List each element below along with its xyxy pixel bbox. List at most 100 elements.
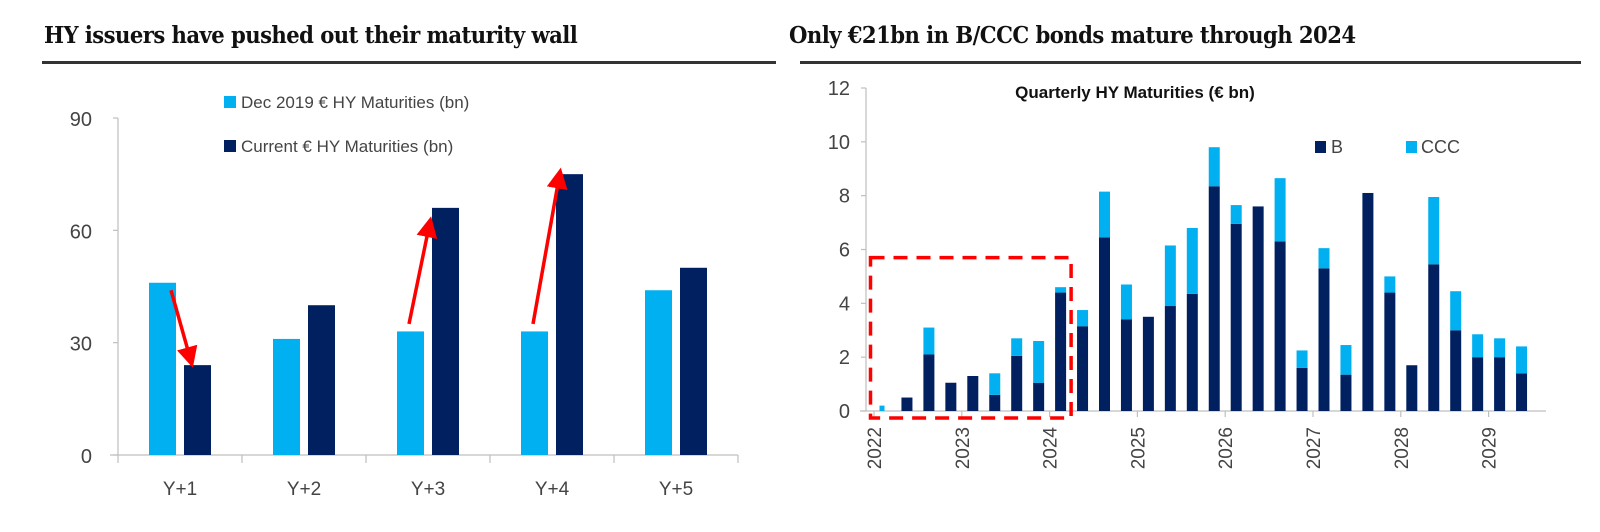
bar-b-2022Q4 [945,382,957,411]
bar-dec-2019 [397,331,424,455]
red-arrow-up [531,167,568,325]
bar-ccc-2028Q2 [1428,197,1440,265]
bar-ccc-2027Q2 [1340,345,1352,375]
bar-ccc-2026Q4 [1296,350,1308,368]
left-arrows [169,167,568,368]
bar-b-2026Q3 [1274,241,1286,411]
bar-b-2024Q2 [1077,326,1089,411]
legend-label-ccc: CCC [1421,137,1460,157]
bar-ccc-2024Q1 [1055,287,1067,293]
bar-b-2028Q3 [1450,330,1462,411]
bar-b-2028Q1 [1406,365,1418,411]
right-panel-title: Only €21bn in B/CCC bonds mature through… [789,22,1356,49]
bar-ccc-2026Q3 [1274,178,1286,242]
bar-b-2023Q3 [1011,355,1023,411]
bar-b-2029Q1 [1494,357,1506,411]
right-y-tick-label: 12 [828,78,850,100]
bar-dec-2019 [273,338,300,455]
right-x-tick-label: 2028 [1392,427,1413,469]
bar-ccc-2027Q4 [1384,276,1396,293]
bar-ccc-2023Q4 [1033,341,1045,383]
right-x-tick-label: 2023 [953,427,974,469]
bar-ccc-2024Q2 [1077,310,1089,327]
red-arrow-down [169,289,198,368]
legend-swatch-dec-2019 [224,96,236,108]
bar-b-2029Q2 [1516,373,1528,411]
bar-current [432,207,459,455]
legend-label-dec-2019: Dec 2019 € HY Maturities (bn) [241,93,469,112]
bar-b-2026Q4 [1296,367,1308,411]
bar-b-2025Q2 [1164,306,1176,411]
bar-ccc-2025Q3 [1186,227,1198,294]
bar-b-2023Q1 [967,376,979,411]
bar-dec-2019 [645,290,672,455]
left-legend: Dec 2019 € HY Maturities (bn) Current € … [224,93,469,156]
left-x-tick-label: Y+4 [535,479,570,500]
legend-label-b: B [1331,137,1343,157]
right-bars [879,147,1528,411]
legend-swatch-current [224,140,236,152]
right-x-tick-label: 2022 [865,427,886,469]
left-x-tick-label: Y+5 [659,479,693,500]
bar-b-2022Q2 [901,397,913,411]
bar-b-2024Q4 [1120,319,1132,411]
right-y-tick-label: 4 [839,293,850,315]
bar-ccc-2029Q2 [1516,346,1528,374]
bar-ccc-2025Q2 [1164,245,1176,307]
bar-b-2023Q2 [989,394,1001,411]
bar-ccc-2028Q4 [1472,334,1484,358]
legend-label-current: Current € HY Maturities (bn) [241,137,453,156]
bar-b-2027Q2 [1340,374,1352,411]
right-y-tick-label: 0 [839,401,850,423]
bar-b-2024Q3 [1099,237,1110,411]
bar-b-2027Q4 [1384,292,1396,411]
bar-b-2025Q4 [1208,186,1220,411]
bar-current [308,305,335,455]
bar-b-2028Q4 [1472,357,1484,411]
bar-ccc-2023Q3 [1011,338,1023,356]
right-x-tick-label: 2026 [1216,427,1237,469]
left-x-tick-label: Y+3 [411,479,445,500]
red-arrow-up [407,216,438,325]
bar-ccc-2023Q2 [989,373,1001,395]
left-maturity-wall-chart: 0 30 60 90 Y+1 Y+2 Y+3 Y+4 Y+5 Dec 2019 € HY Mat… [70,93,739,500]
highlight-box-through-2024 [868,255,1073,420]
bar-ccc-2022Q3 [923,327,935,355]
right-legend: B CCC [1315,137,1460,157]
bar-b-2028Q2 [1428,264,1440,411]
right-y-tick-label: 6 [839,240,850,262]
right-axes: 0 2 4 6 8 10 12 2022 2023 2024 2025 2026 2027 2028 202… [828,78,1546,469]
right-y-tick-label: 10 [828,132,850,154]
legend-swatch-ccc [1406,141,1417,153]
right-x-tick-label: 2025 [1128,427,1149,469]
bar-ccc-2028Q3 [1450,291,1462,331]
bar-b-2027Q1 [1318,268,1330,411]
bar-current [556,174,583,455]
bar-ccc-2022Q1 [879,405,885,411]
bar-ccc-2025Q4 [1208,147,1220,187]
right-y-tick-label: 2 [839,347,850,369]
bar-b-2026Q1 [1230,223,1242,411]
left-title-rule [42,61,776,64]
left-x-tick-label: Y+1 [163,479,197,500]
bar-b-2023Q4 [1033,382,1045,411]
bar-b-2026Q2 [1252,206,1264,411]
right-x-tick-label: 2029 [1480,427,1501,469]
bar-b-2022Q3 [923,354,935,411]
left-panel-title: HY issuers have pushed out their maturit… [44,22,578,49]
bar-b-2027Q3 [1362,192,1374,411]
bar-current [184,365,211,455]
right-chart-title: Quarterly HY Maturities (€ bn) [1015,83,1255,102]
legend-swatch-b [1315,141,1326,153]
left-y-tick-label: 90 [70,109,92,131]
bar-ccc-2027Q1 [1318,248,1330,269]
right-title-rule [800,61,1581,64]
right-x-tick-label: 2024 [1041,427,1062,470]
bar-b-2024Q1 [1055,292,1067,411]
bar-b-2025Q3 [1186,293,1198,411]
bar-b-2025Q1 [1142,316,1154,411]
left-y-tick-label: 60 [70,221,92,243]
bar-dec-2019 [521,331,548,455]
right-x-tick-label: 2027 [1304,427,1325,469]
